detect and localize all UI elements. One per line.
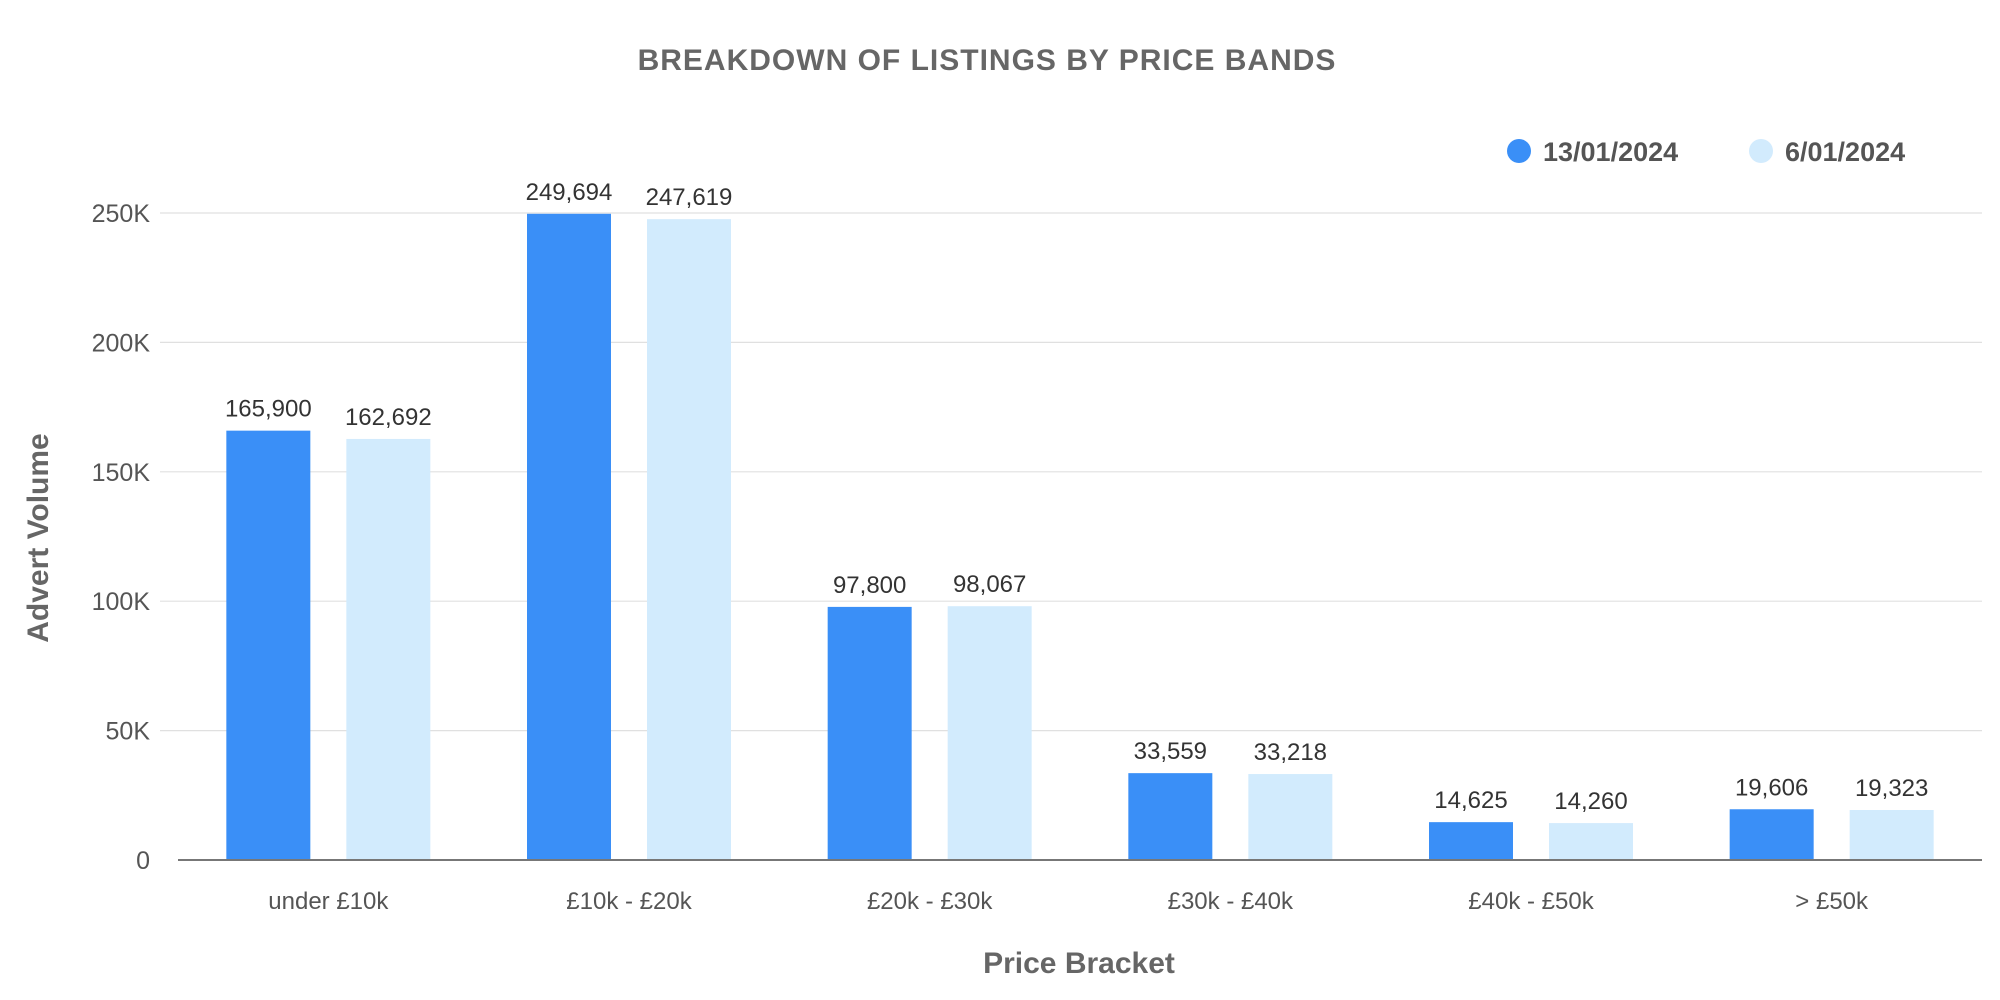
legend-swatch <box>1507 139 1531 163</box>
y-axis-title: Advert Volume <box>22 433 55 643</box>
bar <box>1248 774 1333 860</box>
y-tick-label: 50K <box>106 718 151 746</box>
data-label: 97,800 <box>833 572 906 599</box>
data-label: 33,218 <box>1254 739 1327 766</box>
data-label: 19,606 <box>1735 774 1808 801</box>
y-tick-label: 200K <box>92 329 151 357</box>
bar <box>947 606 1032 860</box>
bar <box>647 219 731 860</box>
legend-label: 13/01/2024 <box>1543 137 1678 167</box>
y-tick-label: 250K <box>92 200 151 228</box>
legend-item[interactable]: 6/01/2024 <box>1749 137 1905 167</box>
x-tick-label: under £10k <box>268 888 389 915</box>
y-tick-label: 150K <box>92 459 151 487</box>
legend: 13/01/2024 6/01/2024 <box>1507 137 1905 167</box>
data-label: 249,694 <box>526 179 613 206</box>
bar <box>1729 809 1814 860</box>
data-label: 162,692 <box>345 404 432 431</box>
legend-swatch <box>1749 139 1773 163</box>
data-label: 247,619 <box>646 184 733 211</box>
data-label: 19,323 <box>1855 775 1928 802</box>
bar <box>1849 809 1934 860</box>
data-labels: 165,900 162,692 249,694 247,619 97,800 98,067… <box>225 179 1928 815</box>
x-axis-ticks: under £10k £10k - £20k £20k - £30k £30k - £… <box>268 888 1869 915</box>
data-label: 14,625 <box>1434 787 1507 814</box>
bars <box>226 213 1934 860</box>
x-tick-label: > £50k <box>1795 888 1869 915</box>
data-label: 165,900 <box>225 396 312 423</box>
y-tick-label: 100K <box>92 588 151 616</box>
x-tick-label: £30k - £40k <box>1168 888 1294 915</box>
chart-title: BREAKDOWN OF LISTINGS BY PRICE BANDS <box>638 44 1337 77</box>
y-axis-ticks: 0 50K 100K 150K 200K 250K <box>92 200 151 875</box>
data-label: 14,260 <box>1554 788 1627 815</box>
bar <box>346 438 431 860</box>
bar <box>827 606 912 860</box>
x-tick-label: £40k - £50k <box>1468 888 1594 915</box>
legend-label: 6/01/2024 <box>1785 137 1905 167</box>
bar <box>226 430 311 860</box>
x-tick-label: £20k - £30k <box>867 888 993 915</box>
bar <box>1429 822 1513 860</box>
bar <box>1549 823 1633 860</box>
bar <box>1128 773 1213 860</box>
gridlines <box>160 212 1982 732</box>
legend-item[interactable]: 13/01/2024 <box>1507 137 1678 167</box>
x-axis-title: Price Bracket <box>983 947 1175 980</box>
data-label: 33,559 <box>1134 738 1207 765</box>
x-tick-label: £10k - £20k <box>566 888 692 915</box>
data-label: 98,067 <box>953 571 1026 598</box>
y-tick-label: 0 <box>136 847 150 875</box>
bar <box>527 213 611 860</box>
